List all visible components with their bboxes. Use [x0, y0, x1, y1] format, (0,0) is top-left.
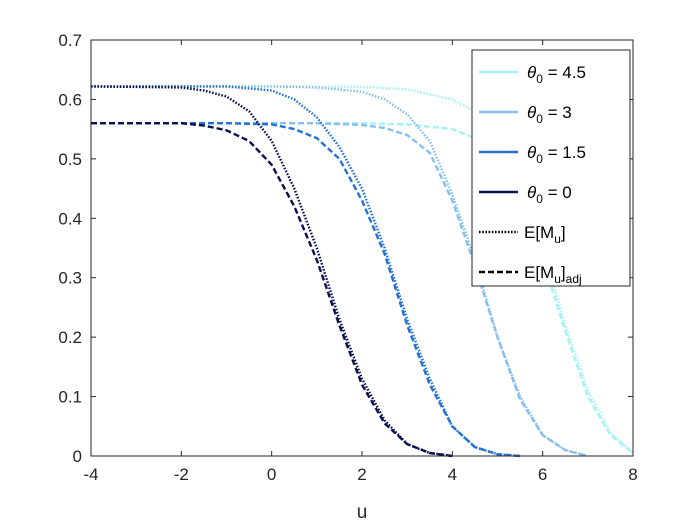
series-line-3: [91, 122, 589, 458]
series-line-4: [91, 85, 521, 458]
x-tick-label: -2: [174, 465, 189, 484]
legend: θ0 = 4.5 θ0 = 3 θ0 = 1.5 θ0 = 0 E[Mu] E[Mu]ad…: [471, 49, 631, 287]
plot-lines: [90, 85, 634, 458]
y-tick-label: 0.3: [58, 269, 82, 288]
legend-label: E[Mu]adj: [524, 263, 582, 286]
x-tick-label: 6: [538, 465, 547, 484]
y-tick-label: 0.1: [58, 388, 82, 407]
legend-box: [471, 49, 631, 287]
series-line-5: [91, 122, 521, 458]
series-line-0: [91, 85, 634, 454]
legend-label: θ0 = 3: [527, 103, 572, 126]
y-tick-label: 0.4: [58, 209, 82, 228]
series-line-7: [91, 122, 453, 458]
x-tick-label: 4: [448, 465, 457, 484]
legend-item: θ0 = 0: [479, 183, 572, 206]
y-tick-label: 0.2: [58, 328, 82, 347]
legend-label: θ0 = 4.5: [527, 63, 586, 86]
series-line-1: [91, 122, 634, 454]
legend-label: E[Mu]: [524, 223, 566, 246]
y-tick-label: 0: [73, 447, 82, 466]
legend-label: θ0 = 1.5: [527, 143, 586, 166]
x-axis-label: u: [357, 502, 368, 523]
x-tick-label: -4: [83, 465, 98, 484]
legend-item: θ0 = 4.5: [479, 63, 586, 86]
legend-item: E[Mu]: [479, 223, 566, 246]
y-tick-label: 0.5: [58, 150, 82, 169]
legend-label: θ0 = 0: [527, 183, 572, 206]
x-tick-label: 2: [357, 465, 366, 484]
y-tick-label: 0.7: [58, 31, 82, 50]
axis-ticks: -4 -2 0 2 4 6 8 0 0.1 0.2 0.3 0.4 0.5 0.6 0.7: [58, 31, 637, 484]
legend-item: θ0 = 1.5: [479, 143, 586, 166]
y-tick-label: 0.6: [58, 90, 82, 109]
x-tick-label: 8: [628, 465, 637, 484]
x-tick-label: 0: [267, 465, 276, 484]
series-line-6: [90, 85, 453, 458]
legend-item: E[Mu]adj: [479, 263, 582, 286]
legend-item: θ0 = 3: [479, 103, 572, 126]
